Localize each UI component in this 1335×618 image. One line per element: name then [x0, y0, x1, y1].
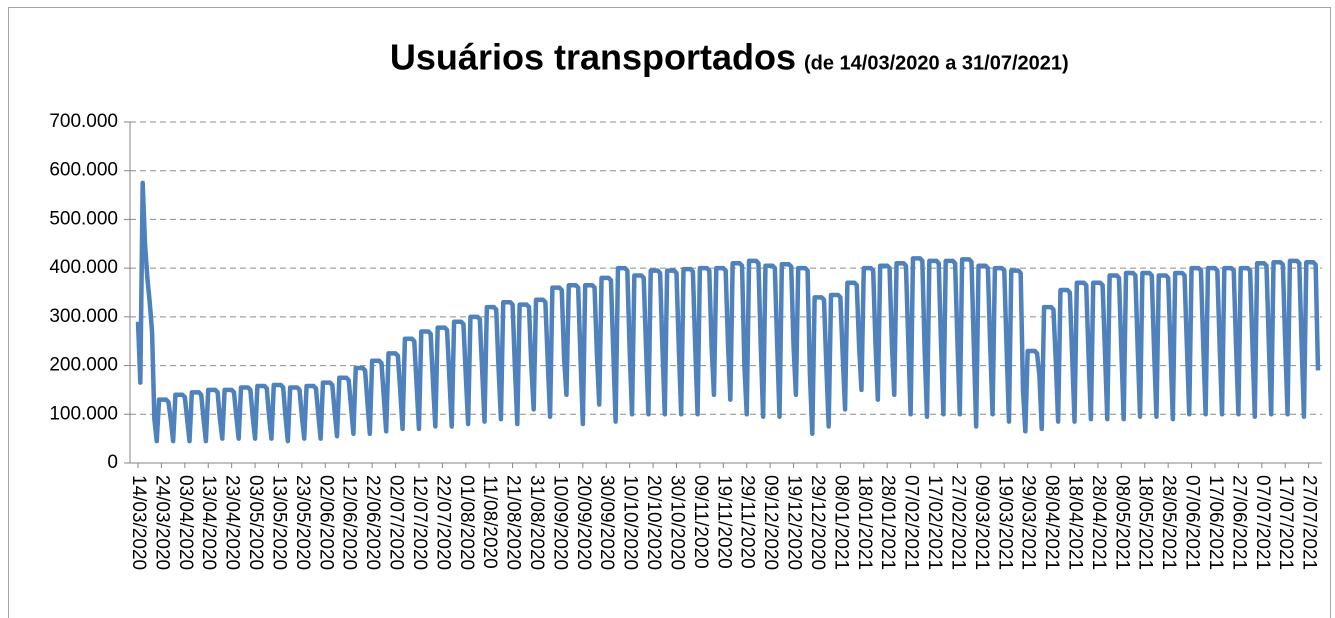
x-tick-label: 29/12/2020: [807, 475, 828, 570]
x-tick-label: 08/04/2021: [1041, 475, 1062, 570]
x-tick-label: 14/03/2020: [128, 475, 149, 570]
x-tick-label: 17/07/2021: [1275, 475, 1296, 570]
x-tick-label: 23/04/2020: [222, 475, 243, 570]
y-tick-label: 700.000: [49, 111, 118, 132]
x-tick-label: 18/05/2021: [1135, 475, 1156, 570]
x-tick-label: 17/06/2021: [1205, 475, 1226, 570]
x-tick-label: 07/02/2021: [901, 475, 922, 570]
x-tick-label: 29/11/2020: [737, 475, 758, 569]
x-tick-label: 01/08/2020: [456, 475, 477, 570]
x-tick-label: 27/06/2021: [1228, 475, 1249, 570]
x-tick-label: 22/07/2020: [432, 475, 453, 570]
x-tick-label: 09/11/2020: [690, 475, 711, 569]
x-tick-label: 11/08/2020: [479, 475, 500, 569]
x-tick-label: 29/03/2021: [1018, 475, 1039, 570]
x-tick-label: 09/12/2020: [760, 475, 781, 570]
x-tick-label: 19/11/2020: [713, 475, 734, 569]
x-tick-label: 18/01/2021: [854, 475, 875, 570]
x-tick-label: 30/10/2020: [666, 475, 687, 570]
x-tick-label: 28/01/2021: [877, 475, 898, 570]
x-tick-label: 19/03/2021: [994, 475, 1015, 570]
y-tick-label: 200.000: [49, 355, 118, 376]
x-tick-label: 12/07/2020: [409, 475, 430, 570]
chart-frame: [8, 7, 1331, 618]
x-tick-label: 22/06/2020: [362, 475, 383, 570]
x-tick-label: 07/06/2021: [1182, 475, 1203, 570]
x-tick-label: 10/10/2020: [620, 475, 641, 570]
x-tick-label: 02/07/2020: [386, 475, 407, 570]
x-tick-label: 03/04/2020: [175, 475, 196, 570]
x-tick-label: 03/05/2020: [245, 475, 266, 570]
x-tick-label: 20/10/2020: [643, 475, 664, 570]
chart-title: Usuários transportados: [390, 37, 796, 78]
x-tick-label: 28/05/2021: [1158, 475, 1179, 570]
y-tick-label: 400.000: [49, 257, 118, 278]
x-tick-label: 08/05/2021: [1111, 475, 1132, 570]
x-tick-label: 13/05/2020: [268, 475, 289, 570]
x-tick-label: 27/02/2021: [947, 475, 968, 570]
y-tick-label: 600.000: [49, 160, 118, 181]
x-tick-label: 10/09/2020: [549, 475, 570, 570]
x-tick-label: 28/04/2021: [1088, 475, 1109, 570]
x-tick-label: 27/07/2021: [1299, 475, 1320, 570]
x-tick-label: 12/06/2020: [339, 475, 360, 570]
x-tick-label: 24/03/2020: [151, 475, 172, 570]
x-tick-label: 19/12/2020: [784, 475, 805, 570]
x-tick-label: 13/04/2020: [198, 475, 219, 570]
x-tick-label: 23/05/2020: [292, 475, 313, 570]
y-tick-label: 0: [107, 452, 118, 473]
data-line: [135, 180, 1321, 444]
x-tick-label: 09/03/2021: [971, 475, 992, 570]
y-tick-label: 300.000: [49, 306, 118, 327]
x-tick-label: 18/04/2021: [1064, 475, 1085, 570]
x-tick-label: 07/07/2021: [1252, 475, 1273, 570]
y-tick-label: 100.000: [49, 403, 118, 424]
x-tick-label: 31/08/2020: [526, 475, 547, 570]
x-tick-label: 08/01/2021: [830, 475, 851, 570]
x-tick-label: 30/09/2020: [596, 475, 617, 570]
y-tick-label: 500.000: [49, 208, 118, 229]
x-tick-label: 17/02/2021: [924, 475, 945, 570]
chart-subtitle: (de 14/03/2020 a 31/07/2021): [804, 52, 1069, 74]
x-tick-label: 20/09/2020: [573, 475, 594, 570]
x-tick-label: 21/08/2020: [503, 475, 524, 570]
x-tick-label: 02/06/2020: [315, 475, 336, 570]
